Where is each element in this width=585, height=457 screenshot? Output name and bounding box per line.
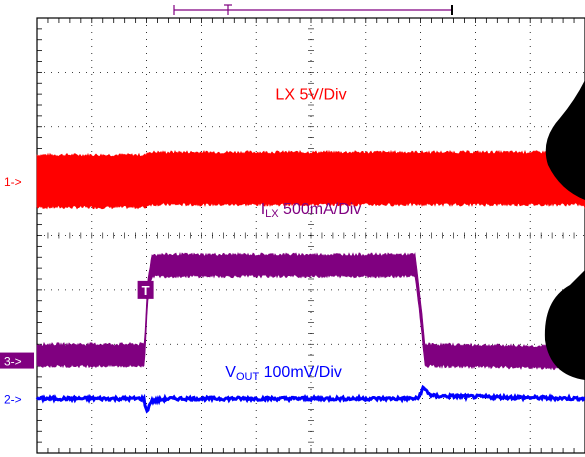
channel-marker-ch2: 2->	[4, 393, 22, 407]
trace-ch3	[36, 252, 585, 371]
trace-band-ch3	[36, 252, 585, 371]
channel-label-ch2: VOUT 100mV/Div	[225, 364, 342, 383]
trigger-marker: T	[137, 280, 154, 299]
trigger-label: T	[142, 283, 150, 298]
trigger-box	[137, 280, 154, 299]
channel-label-ch1: LX 5V/Div	[275, 87, 346, 104]
trace-band-ch1	[36, 149, 585, 210]
channel-labels: LX 5V/Div ILX 500mA/Div VOUT 100mV/Div	[225, 87, 361, 383]
trace-ch1	[36, 149, 585, 210]
watermark-shape	[544, 80, 585, 380]
channel-marker-ch1: 1->	[4, 175, 22, 189]
trace-line-ch2	[35, 384, 585, 414]
timebase-bracket	[173, 4, 453, 15]
channel-marker-ch3: 3->	[4, 355, 22, 369]
plot-grid	[36, 17, 585, 454]
channel-label-ch3: ILX 500mA/Div	[261, 201, 362, 220]
traces	[35, 149, 585, 414]
trace-ch2	[35, 384, 585, 414]
channel-markers: 1-> 3-> 2->	[0, 175, 34, 407]
marker-bg-ch3	[0, 352, 34, 369]
